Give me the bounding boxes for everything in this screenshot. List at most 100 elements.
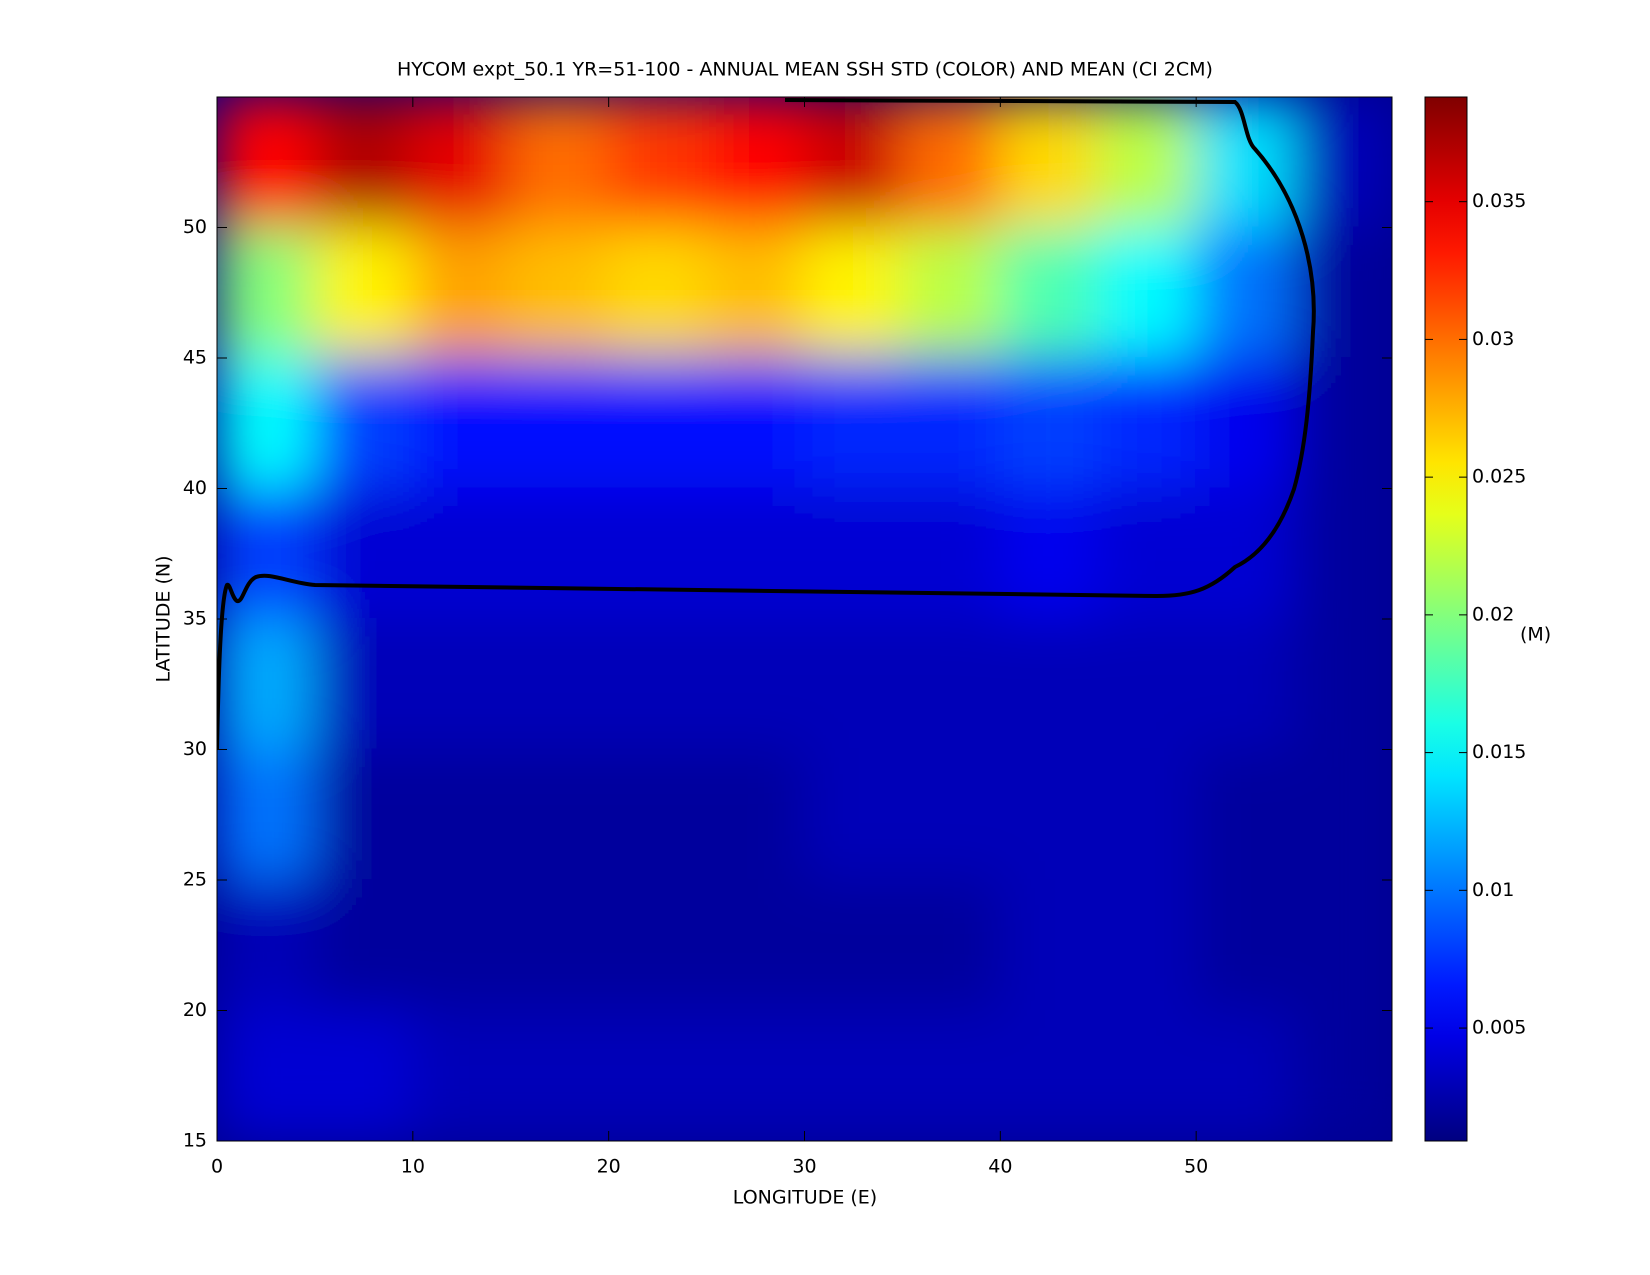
field-cell <box>1097 226 1198 359</box>
field-cell <box>1293 618 1392 751</box>
chart-title: HYCOM expt_50.1 YR=51-100 - ANNUAL MEAN … <box>397 59 1213 81</box>
colorbar-tick-label: 0.02 <box>1472 603 1514 625</box>
field-cell <box>313 226 414 359</box>
field-cell <box>1195 97 1296 229</box>
field-cell <box>313 97 414 229</box>
colorbar <box>1424 96 1468 1142</box>
x-tick-label: 20 <box>597 1156 621 1178</box>
field-cell <box>1195 748 1296 881</box>
field-cell <box>1293 1009 1392 1141</box>
field-cell <box>607 748 708 881</box>
field-cell <box>803 487 904 620</box>
y-tick-label: 50 <box>183 216 207 238</box>
field-cell <box>901 226 1002 359</box>
field-cells <box>217 97 1392 1141</box>
field-cell <box>901 97 1002 229</box>
field-cell <box>509 97 610 229</box>
field-cell <box>411 357 512 490</box>
field-cell <box>705 618 806 751</box>
field-cell <box>803 748 904 881</box>
field-cell <box>411 487 512 620</box>
x-tick-label: 40 <box>988 1156 1012 1178</box>
field-cell <box>1293 226 1392 359</box>
field-cell <box>313 1009 414 1141</box>
field-cell <box>705 357 806 490</box>
y-tick-label: 25 <box>183 869 207 891</box>
field-cell <box>607 1009 708 1141</box>
field-cell <box>999 879 1100 1012</box>
field-cell <box>509 748 610 881</box>
y-tick-label: 30 <box>183 738 207 760</box>
colorbar-tick-label: 0.005 <box>1472 1017 1526 1039</box>
field <box>217 97 1392 1141</box>
field-cell <box>411 97 512 229</box>
field-cell <box>1293 487 1392 620</box>
field-cell <box>509 1009 610 1141</box>
x-tick-label: 0 <box>211 1156 223 1178</box>
colorbar-tick-label: 0.035 <box>1472 190 1526 212</box>
field-cell <box>411 1009 512 1141</box>
y-axis-label: LATITUDE (N) <box>153 556 175 683</box>
field-cell <box>313 357 414 490</box>
field-cell <box>901 618 1002 751</box>
field-cell <box>607 487 708 620</box>
field-cell <box>217 97 316 229</box>
field-cell <box>1097 357 1198 490</box>
field-cell <box>1195 618 1296 751</box>
colorbar-tick-label: 0.01 <box>1472 879 1514 901</box>
colorbar-tick-label: 0.03 <box>1472 328 1514 350</box>
colorbar-label: (M) <box>1520 624 1551 646</box>
field-cell <box>509 226 610 359</box>
field-cell <box>607 618 708 751</box>
zero-contour <box>217 98 1316 751</box>
field-cell <box>1195 226 1296 359</box>
field-cell <box>803 618 904 751</box>
colorbar-tick-label: 0.015 <box>1472 741 1526 763</box>
field-cell <box>313 618 414 751</box>
field-cell <box>509 879 610 1012</box>
field-cell <box>1097 618 1198 751</box>
field-cell <box>313 879 414 1012</box>
field-cell <box>313 748 414 881</box>
field-cell <box>1293 748 1392 881</box>
field-cell <box>901 487 1002 620</box>
field-cell <box>607 226 708 359</box>
field-cell <box>999 618 1100 751</box>
field-cell <box>411 879 512 1012</box>
field-cell <box>607 97 708 229</box>
field-cell <box>999 487 1100 620</box>
x-axis-label: LONGITUDE (E) <box>733 1187 877 1209</box>
field-cell <box>217 748 316 881</box>
field-cell <box>901 357 1002 490</box>
field-cell <box>217 1009 316 1141</box>
field-cell <box>607 357 708 490</box>
field-cell <box>1195 879 1296 1012</box>
field-cell <box>1195 357 1296 490</box>
field-cell <box>217 487 316 620</box>
x-tick-label: 50 <box>1184 1156 1208 1178</box>
field-cell <box>803 97 904 229</box>
field-cell <box>509 487 610 620</box>
field-cell <box>705 1009 806 1141</box>
field-cell <box>705 226 806 359</box>
field-cell <box>1195 1009 1296 1141</box>
field-cell <box>901 879 1002 1012</box>
field-cell <box>803 357 904 490</box>
field-cell <box>1293 879 1392 1012</box>
field-cell <box>411 618 512 751</box>
y-tick-label: 15 <box>183 1130 207 1152</box>
field-cell <box>999 357 1100 490</box>
x-tick-label: 10 <box>401 1156 425 1178</box>
field-cell <box>1293 357 1392 490</box>
x-tick-label: 30 <box>792 1156 816 1178</box>
field-cell <box>509 357 610 490</box>
field-cell <box>705 487 806 620</box>
y-tick-label: 40 <box>183 477 207 499</box>
field-cell <box>1097 1009 1198 1141</box>
field-cell <box>217 618 316 751</box>
field-cell <box>803 879 904 1012</box>
field-cell <box>901 748 1002 881</box>
field-cell <box>607 879 708 1012</box>
field-cell <box>999 97 1100 229</box>
field-cell <box>217 357 316 490</box>
